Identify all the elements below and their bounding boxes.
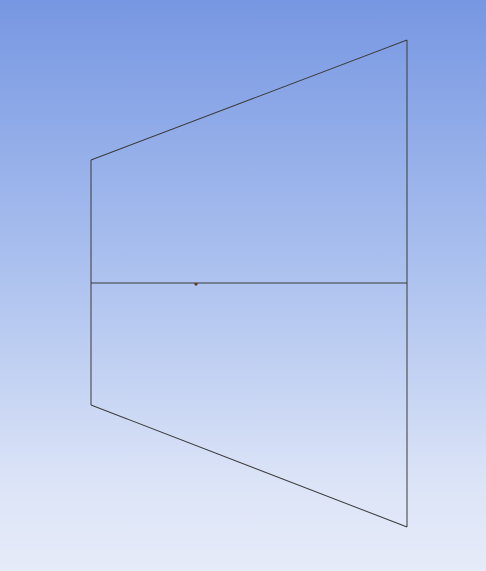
top-edge[interactable] xyxy=(90,39,408,161)
bottom-edge[interactable] xyxy=(90,404,408,528)
point-marker[interactable] xyxy=(194,282,198,286)
